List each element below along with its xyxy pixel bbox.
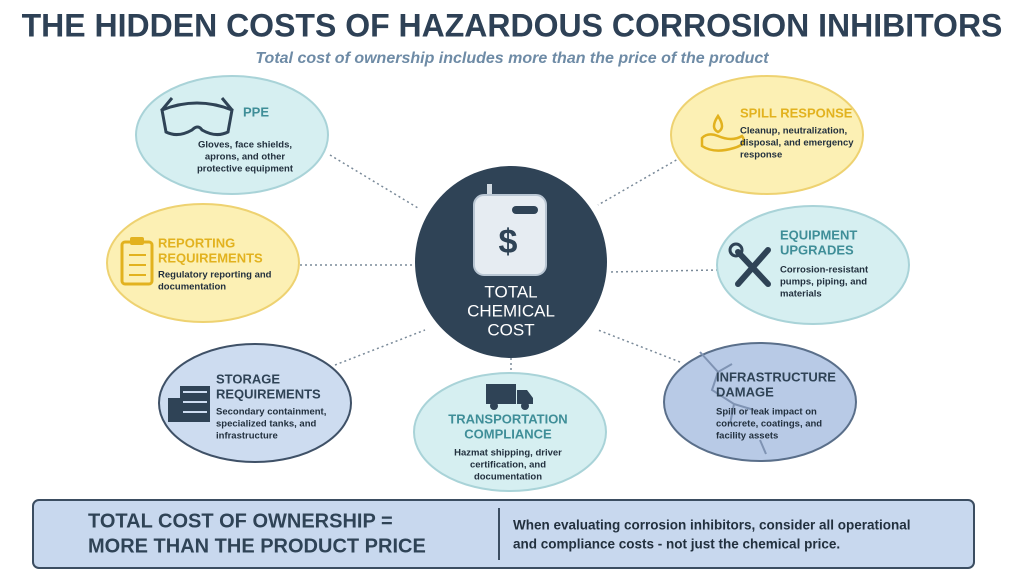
- puddle-icon: [700, 133, 745, 152]
- footer-message: When evaluating corrosion inhibitors, co…: [513, 518, 911, 533]
- node-description: certification, and: [470, 460, 546, 471]
- node-description: protective equipment: [197, 164, 294, 175]
- title: THE HIDDEN COSTS OF HAZARDOUS CORROSION …: [22, 7, 1003, 43]
- node-description: Secondary containment,: [216, 407, 326, 418]
- node-description: Hazmat shipping, driver: [454, 448, 562, 459]
- node-title: COMPLIANCE: [464, 426, 552, 441]
- node-bubble: [663, 342, 857, 462]
- node-description: infrastructure: [216, 431, 278, 442]
- crack-icon: [699, 351, 767, 455]
- goggles-icon: [160, 101, 234, 137]
- node-title: SPILL RESPONSE: [740, 105, 853, 120]
- node-bubble: [413, 372, 607, 492]
- screwdriver-icon: [735, 247, 771, 287]
- node-bubble: [716, 205, 910, 325]
- clipboard-clip: [130, 237, 144, 245]
- footer-message: and compliance costs - not just the chem…: [513, 537, 840, 552]
- center-label: TOTAL: [484, 282, 537, 301]
- drop-icon: [712, 113, 724, 134]
- tank-icon: [168, 398, 182, 422]
- center-label: CHEMICAL: [467, 301, 555, 320]
- node-title: DAMAGE: [716, 384, 774, 399]
- center-label: COST: [487, 320, 534, 339]
- node-description: Gloves, face shields,: [198, 140, 292, 151]
- node-title: REQUIREMENTS: [216, 386, 321, 401]
- node-description: disposal, and emergency: [740, 138, 854, 149]
- connectors: [300, 154, 719, 374]
- node-description: concrete, coatings, and: [716, 419, 822, 430]
- node-title: REPORTING: [158, 235, 235, 250]
- subtitle: Total cost of ownership includes more th…: [255, 50, 769, 67]
- footer-headline: TOTAL COST OF OWNERSHIP =: [88, 510, 393, 532]
- node-title: UPGRADES: [780, 242, 854, 257]
- truck-cab: [517, 390, 533, 404]
- wrench-head: [728, 242, 744, 258]
- node-description: specialized tanks, and: [216, 419, 317, 430]
- node-description: Regulatory reporting and: [158, 270, 272, 281]
- node-description: Corrosion-resistant: [780, 265, 869, 276]
- node-bubble: [158, 343, 352, 463]
- node-description: materials: [780, 289, 822, 300]
- truck-wheel: [521, 402, 529, 410]
- node-description: documentation: [474, 472, 542, 483]
- node-title: PPE: [243, 104, 269, 119]
- node-description: pumps, piping, and: [780, 277, 867, 288]
- truck-wheel: [490, 402, 498, 410]
- node-title: EQUIPMENT: [780, 227, 857, 242]
- node-description: facility assets: [716, 431, 778, 442]
- center-hub: $: [415, 166, 607, 358]
- truck-icon: [486, 384, 516, 404]
- node-description: Cleanup, neutralization,: [740, 126, 847, 137]
- node-title: STORAGE: [216, 371, 280, 386]
- footer-headline: MORE THAN THE PRODUCT PRICE: [88, 535, 426, 557]
- node-description: aprons, and other: [205, 152, 286, 163]
- cost-node: SPILL RESPONSE Cleanup, neutralization,di…: [670, 75, 864, 195]
- goggles-strap: [160, 97, 174, 111]
- footer-box: [32, 499, 975, 569]
- node-title: REQUIREMENTS: [158, 250, 263, 265]
- node-description: documentation: [158, 282, 226, 293]
- goggles-strap: [220, 97, 234, 111]
- node-title: TRANSPORTATION: [448, 411, 567, 426]
- node-bubble: [106, 203, 300, 323]
- node-bubble: [135, 75, 329, 195]
- node-title: INFRASTRUCTURE: [716, 369, 836, 384]
- node-description: Spill or leak impact on: [716, 407, 817, 418]
- dollar-icon: $: [499, 223, 518, 261]
- cost-node: PPE Gloves, face shields,aprons, and othe…: [135, 75, 329, 195]
- node-bubble: [670, 75, 864, 195]
- node-description: response: [740, 150, 782, 161]
